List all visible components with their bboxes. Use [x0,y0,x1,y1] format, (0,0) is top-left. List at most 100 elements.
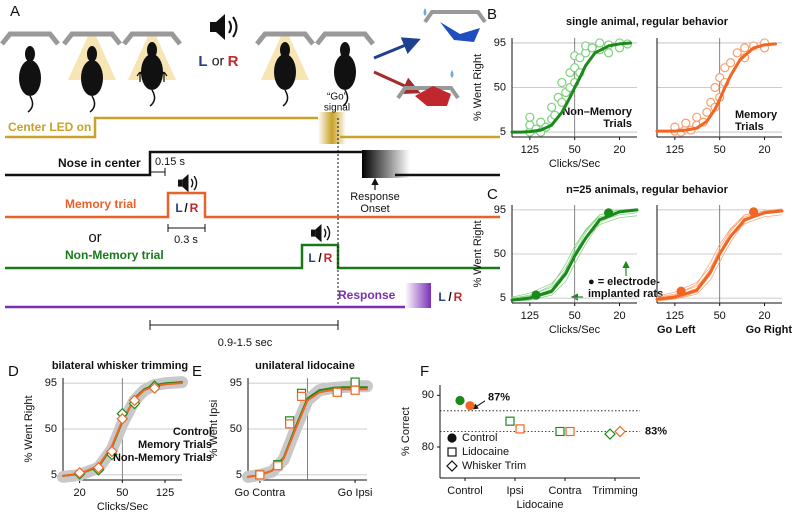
duration-label: 0.15 s [155,156,185,168]
data-point [350,385,360,395]
y-tick-label: 80 [422,441,434,453]
chart-title: n=25 animals, regular behavior [566,184,728,196]
x-axis-label: Clicks/Sec [549,158,601,170]
data-point [128,394,141,407]
x-tick-label: Trimming [592,485,637,497]
x-tick-label: Ipsi [506,485,523,497]
go-signal: “Go” [327,92,347,103]
data-point [273,461,283,471]
choice-slash: / [184,201,188,215]
y-axis-label: % Correct [400,407,412,456]
data-point [285,419,295,429]
x-tick-label: 20 [73,487,85,499]
legend-label: Whisker Trim [462,460,526,472]
y-tick-label: 95 [230,377,242,389]
annotation-arrows [570,260,630,301]
annotation: Non–Memory [562,106,633,118]
x-tick-label: 125 [666,144,684,156]
y-tick-label: 95 [494,37,506,49]
x-tick-label: 125 [666,310,684,322]
curve [655,42,777,133]
speaker-right: R [228,53,239,70]
y-tick-label: 5 [51,469,57,481]
legend-marker [447,447,457,457]
data-point [749,207,759,217]
data-point [575,53,585,63]
trace-label: Non-Memory trial [65,248,164,262]
data-point [515,424,525,434]
curve [510,41,632,134]
panel-label: B [487,6,497,23]
reference-label: 87% [488,392,510,404]
choice-right: R [324,251,333,265]
panel-label: C [487,186,498,203]
y-tick-label: 5 [500,292,506,304]
data-point [681,118,691,128]
speaker-left: L [198,53,207,70]
annotation: Memory [735,109,778,121]
choice-left: L [175,201,182,215]
choice-right: R [454,290,463,304]
data-point [702,107,712,117]
y-axis-label: % Went Right [472,54,484,121]
data-point [92,461,105,474]
x-axis-label: Clicks/Sec [97,501,149,513]
x-tick-label: 125 [521,310,539,322]
data-point [604,428,616,440]
reference-label: 83% [645,425,667,437]
annotation: ● = electrode- [588,276,660,288]
data-point [455,395,465,406]
data-point [106,445,118,458]
legend-marker [447,433,457,443]
data-point [296,391,307,401]
x-tick-label: 50 [569,310,581,322]
onset-label: Onset [360,203,389,215]
y-tick-label: 5 [500,126,506,138]
trace-label: Response [338,288,396,302]
duration-label: 0.3 s [174,234,198,246]
choice-slash: / [318,251,322,265]
y-tick-label: 95 [494,204,506,216]
panel-label: A [10,3,20,20]
annotation: Trials [603,118,632,130]
y-axis-label: % Went Right [472,220,484,287]
data-point [148,382,161,395]
y-tick-label: 95 [45,377,57,389]
data-point [505,416,515,426]
x-tick-label: 50 [714,310,726,322]
y-tick-label: 5 [236,469,242,481]
legend-label: Control [462,432,497,444]
y-axis-label: % Went Right [23,395,35,462]
data-point [692,112,702,122]
data-point [604,48,614,58]
x-tick-label: 50 [116,487,128,499]
choice-left: L [438,290,445,304]
choice-right: R [190,201,199,215]
y-axis-label: % Went Ipsi [208,400,220,459]
data-point [116,412,129,425]
x-tick-label: 50 [714,144,726,156]
data-point [531,290,541,300]
x-axis-label: Clicks/Sec [549,324,601,336]
annotation-arrow [472,400,486,410]
y-tick-label: 50 [45,423,57,435]
data-point [73,467,86,479]
data-point [676,286,686,296]
x-tick-label: 20 [613,144,625,156]
legend-label: Control [173,426,212,438]
data-point [726,58,736,68]
x-tick-label: 125 [156,487,174,499]
x-tick-label: Contra [548,485,582,497]
chart-title: bilateral whisker trimming [52,360,188,372]
y-tick-label: 50 [494,81,506,93]
legend-label: Lidocaine [462,446,509,458]
curve [511,215,638,298]
annotation: implanted rats [588,288,663,300]
curve [247,388,368,478]
x-tick-label: 50 [569,144,581,156]
data-point [547,102,557,112]
data-point [255,470,265,480]
annotation: Go Left [657,324,696,336]
